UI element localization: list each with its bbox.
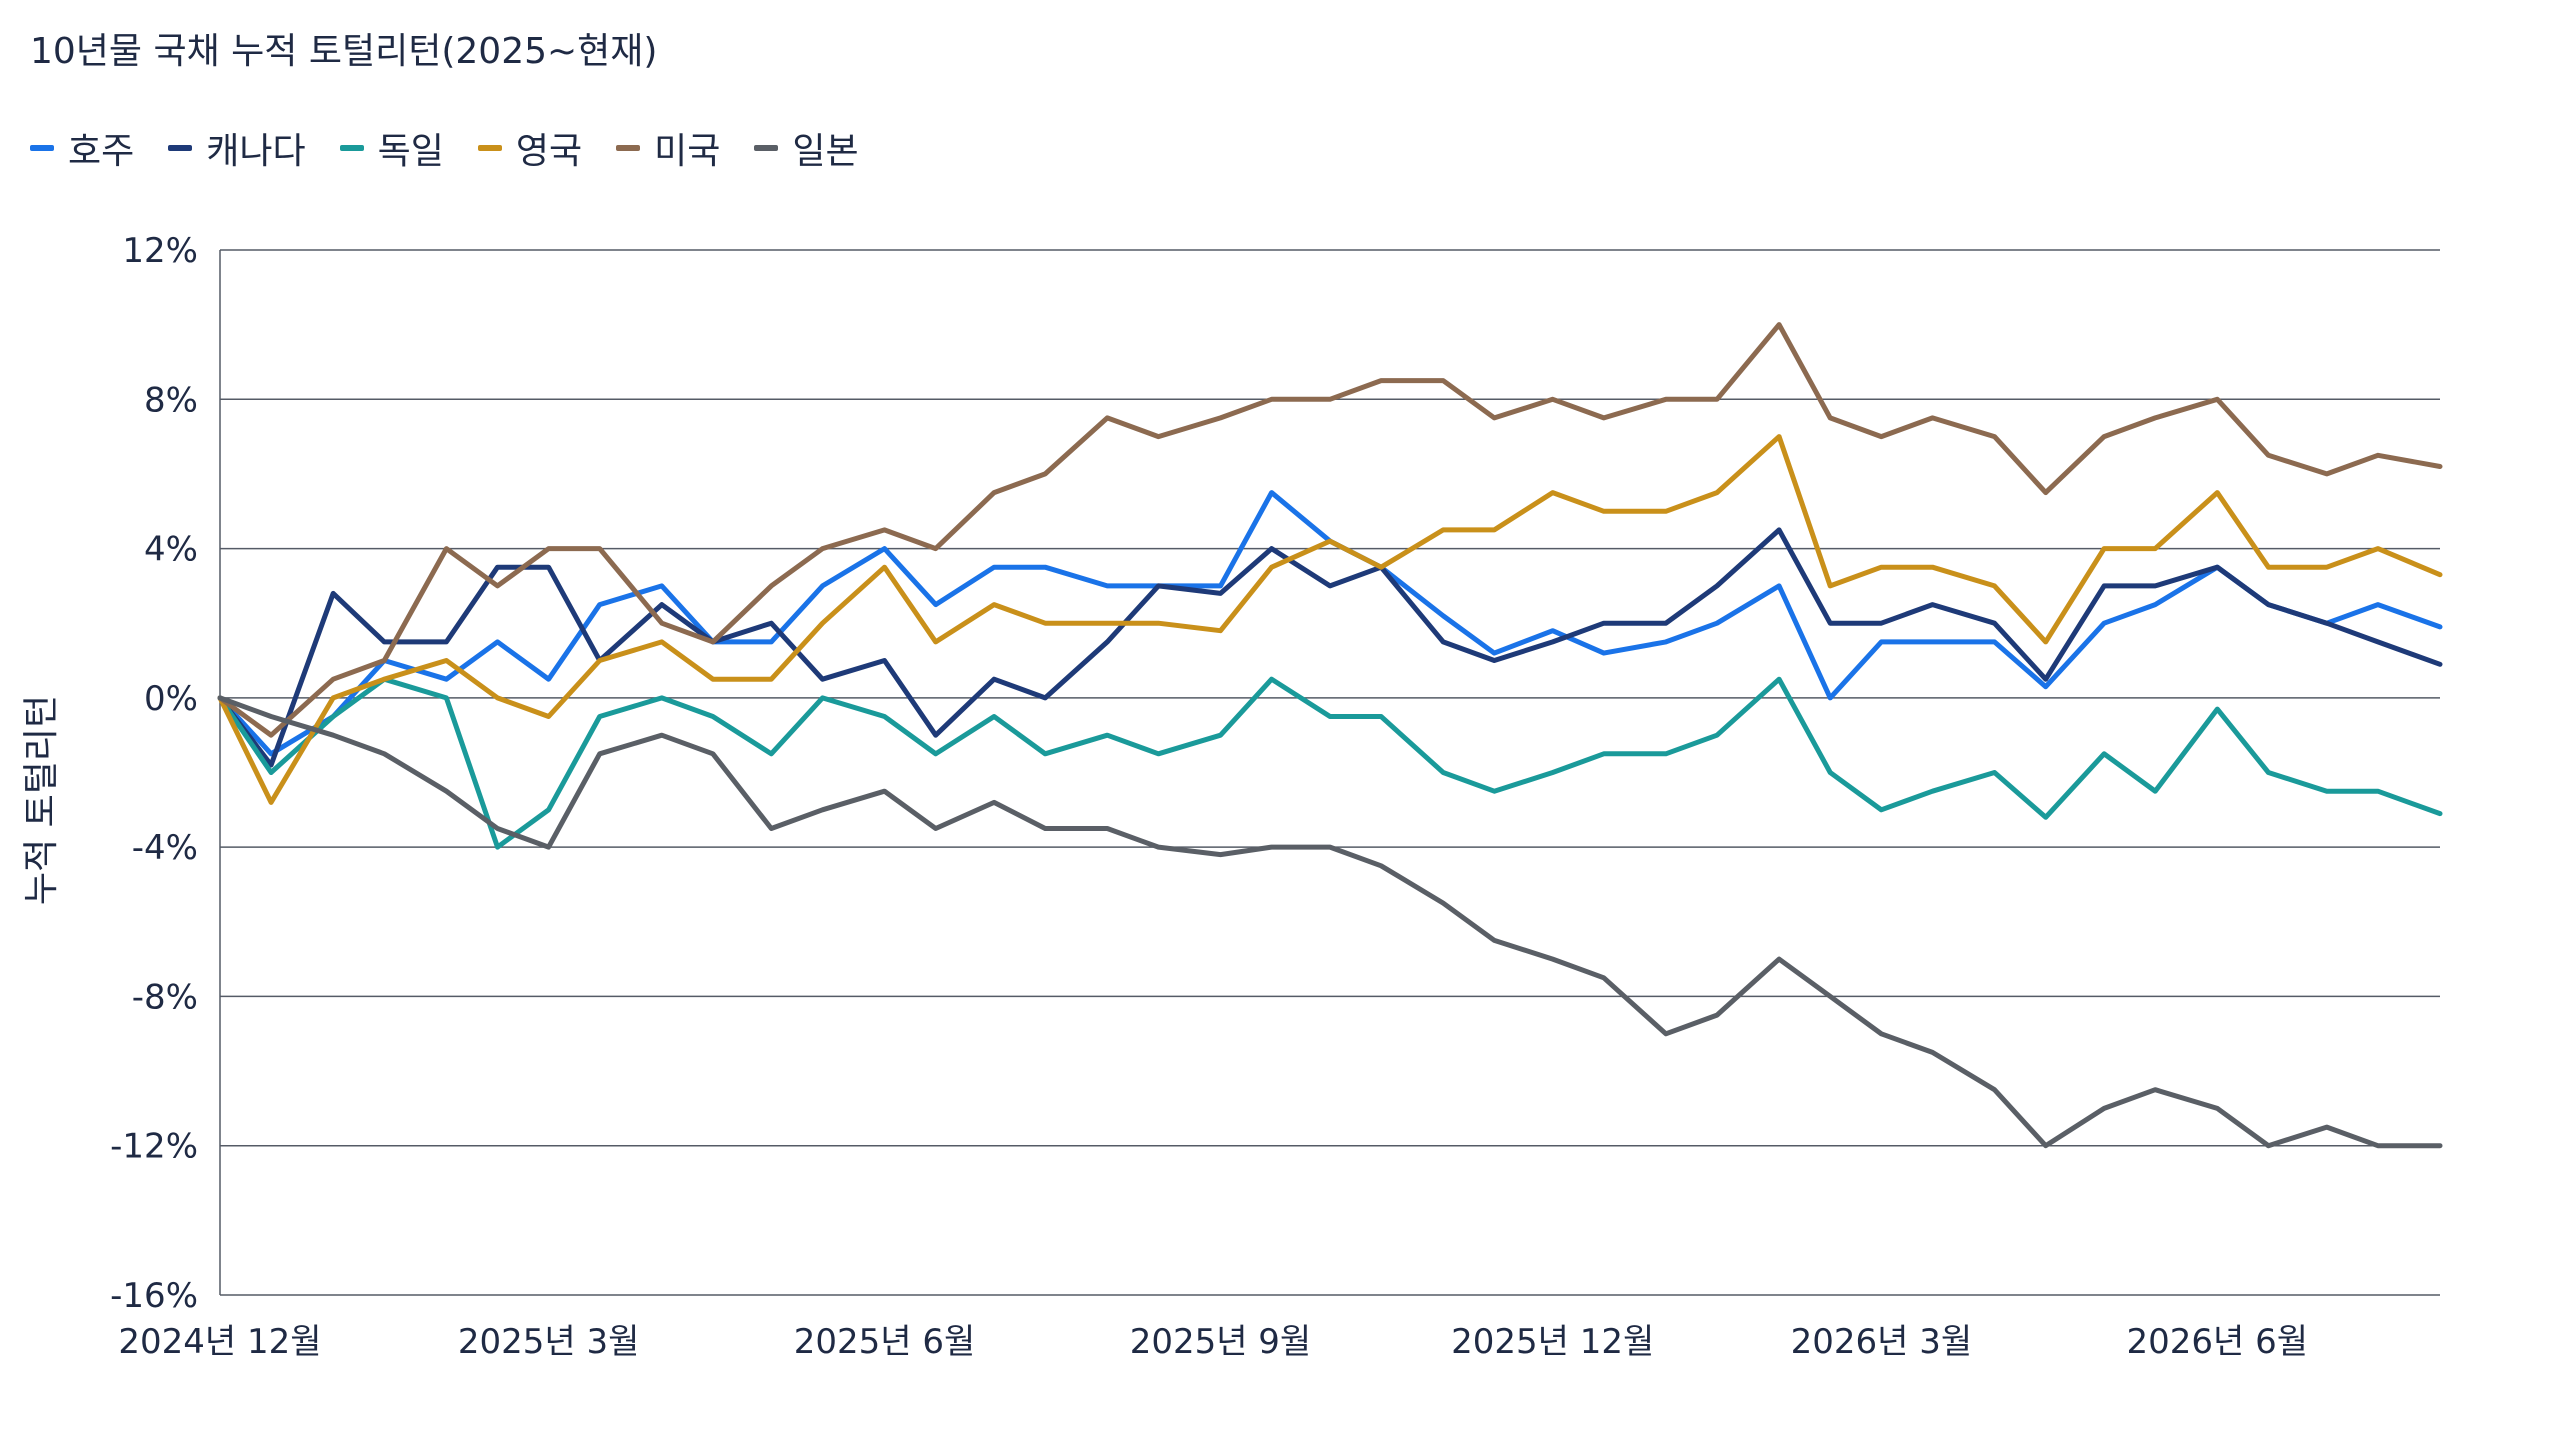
legend-swatch [339, 145, 364, 151]
series-line [217, 322, 2443, 738]
x-tick-label: 2025년 12월 [1451, 1322, 1654, 1362]
legend-label: 캐나다 [206, 131, 306, 172]
y-tick-label: 0% [144, 679, 198, 719]
y-tick-label: 12% [122, 231, 198, 271]
chart-title: 10년물 국채 누적 토털리턴(2025~현재) [30, 31, 658, 72]
x-tick-label: 2026년 6월 [2127, 1322, 2309, 1362]
x-tick-label: 2026년 3월 [1791, 1322, 1973, 1362]
y-tick-label: 4% [144, 530, 198, 570]
legend-item: 캐나다 [168, 122, 306, 174]
x-tick-label: 2025년 9월 [1130, 1322, 1312, 1362]
series-line [217, 676, 2443, 850]
legend-item: 독일 [339, 122, 444, 174]
legend: 호주 캐나다 독일 영국 미국 일본 [30, 122, 859, 174]
legend-label: 호주 [68, 131, 135, 172]
y-tick-label: -16% [110, 1276, 198, 1316]
legend-swatch [168, 145, 193, 151]
legend-label: 일본 [792, 131, 859, 172]
legend-swatch [30, 145, 54, 151]
x-tick-label: 2025년 3월 [458, 1322, 640, 1362]
x-tick-label: 2025년 6월 [794, 1322, 976, 1362]
legend-item: 영국 [477, 122, 583, 174]
y-tick-label: -12% [110, 1127, 198, 1167]
legend-label: 미국 [654, 131, 721, 172]
y-tick-label: -8% [132, 977, 198, 1017]
series-line [217, 527, 2443, 768]
legend-item: 호주 [30, 122, 134, 174]
legend-swatch [477, 145, 502, 151]
legend-swatch [616, 145, 641, 151]
x-tick-label: 2024년 12월 [118, 1322, 321, 1362]
series-line [217, 434, 2443, 805]
legend-label: 독일 [377, 131, 444, 172]
legend-item: 미국 [616, 122, 720, 174]
legend-item: 일본 [754, 122, 859, 174]
series-line [217, 695, 2443, 1149]
y-tick-label: 8% [144, 380, 198, 420]
y-tick-label: -4% [132, 828, 198, 868]
legend-label: 영국 [515, 131, 583, 172]
legend-swatch [754, 145, 779, 151]
